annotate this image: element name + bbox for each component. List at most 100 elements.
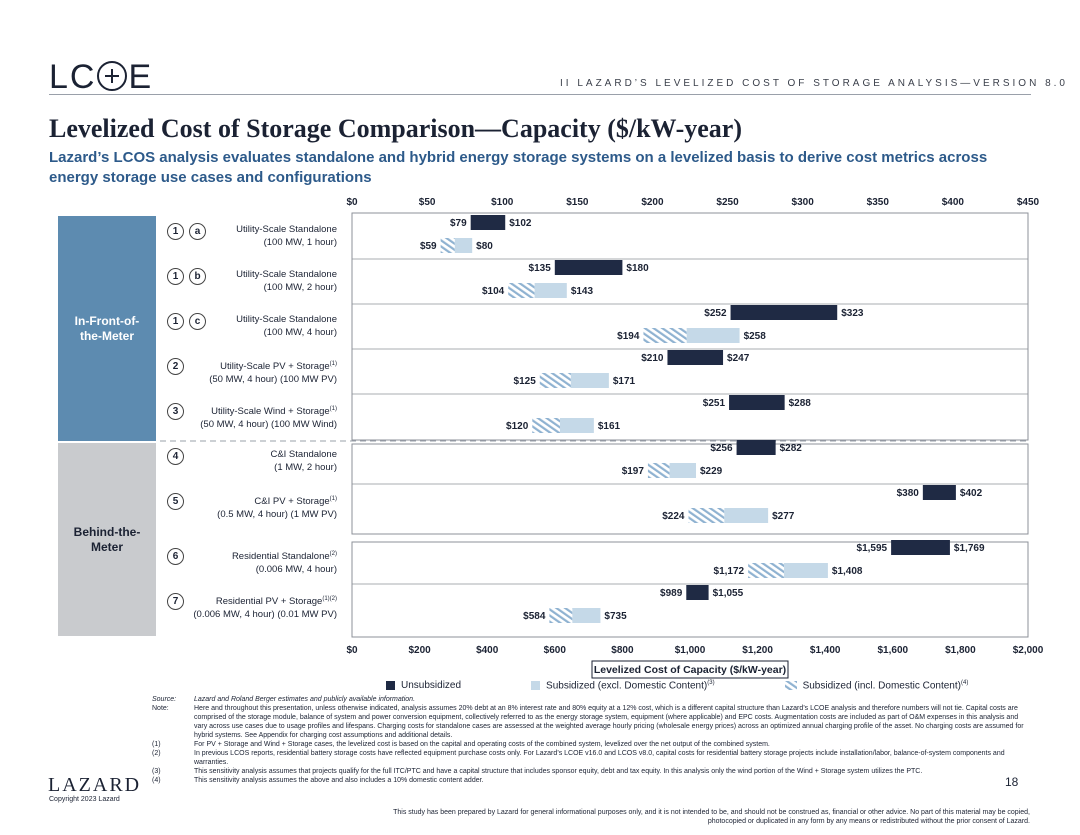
logo-plus-circle-icon xyxy=(97,61,128,92)
row-label-line1: Utility-Scale PV + Storage(1) xyxy=(220,361,337,373)
row-letter-badge: a xyxy=(189,223,206,240)
legend-swatch-hatched xyxy=(784,681,797,691)
data-label-unsubsidized-high: $1,769 xyxy=(954,543,985,554)
band-label: Behind-the-Meter xyxy=(73,524,141,554)
bottom-axis-tick-label: $1,600 xyxy=(878,645,909,656)
top-axis-tick-label: $250 xyxy=(716,197,739,208)
x-axis-title-box xyxy=(591,660,789,679)
page-title: Levelized Cost of Storage Comparison—Cap… xyxy=(49,114,742,143)
note-text: Here and throughout this presentation, u… xyxy=(194,705,1024,739)
data-label-subsidized-low: $104 xyxy=(482,286,505,297)
data-label-subsidized-low: $194 xyxy=(617,331,640,342)
bottom-axis-tick-label: $1,400 xyxy=(810,645,841,656)
subsidized-bar xyxy=(724,508,769,523)
subsidized-domestic-content-bar xyxy=(508,283,535,298)
row-label: Utility-Scale PV + Storage(1) (50 MW, 4 h… xyxy=(162,358,337,386)
footnote-key: (1) xyxy=(152,741,161,748)
band-label: In-Front-of-the-Meter xyxy=(74,313,140,343)
row-label: Residential PV + Storage(1)(2) (0.006 MW,… xyxy=(162,593,337,621)
range-bar-chart: $0 $50 $100 $150 $200 $250 $300 $350 $400 $450 $0 $… xyxy=(160,197,1044,679)
row-label-footnote-ref: (1) xyxy=(329,406,337,412)
row-label: Utility-Scale Standalone (100 MW, 2 hour) xyxy=(162,268,337,294)
data-label-subsidized-high: $1,408 xyxy=(832,566,863,577)
data-label-subsidized-low: $1,172 xyxy=(714,566,745,577)
data-label-unsubsidized-low: $135 xyxy=(529,263,552,274)
bottom-axis-tick-label: $800 xyxy=(611,645,634,656)
unsubsidized-bar xyxy=(686,585,709,600)
data-label-unsubsidized-high: $402 xyxy=(960,488,983,499)
legend-sup: (4) xyxy=(960,680,969,686)
row-label-line1: Utility-Scale Standalone xyxy=(236,269,337,280)
subsidized-bar xyxy=(559,418,594,433)
row-number-badge: 5 xyxy=(167,493,184,510)
subsidized-domestic-content-bar xyxy=(748,563,785,578)
row-label-line1: Utility-Scale Standalone xyxy=(236,224,337,235)
note-key: Note: xyxy=(152,705,169,712)
subsidized-domestic-content-bar xyxy=(643,328,687,343)
row-label: Utility-Scale Standalone (100 MW, 4 hour) xyxy=(162,313,337,339)
row-label-line1: Utility-Scale Wind + Storage(1) xyxy=(211,406,337,418)
row-label-line2: (100 MW, 2 hour) xyxy=(263,282,337,293)
data-label-unsubsidized-low: $251 xyxy=(703,398,726,409)
footnote-key: (3) xyxy=(152,768,161,775)
legend-swatch-subsidized xyxy=(531,681,541,691)
legend-item-subsidized: Subsidized (excl. Domestic Content)(3) xyxy=(531,680,715,691)
legend-sup: (3) xyxy=(707,680,715,686)
data-label-subsidized-high: $143 xyxy=(571,286,594,297)
row-number-badge: 4 xyxy=(167,448,184,465)
data-label-subsidized-low: $59 xyxy=(420,241,437,252)
data-label-subsidized-high: $161 xyxy=(598,421,621,432)
footnotes: Source: Lazard and Roland Berger estimate… xyxy=(152,695,1032,785)
page-number: 18 xyxy=(1005,775,1019,789)
data-label-subsidized-high: $735 xyxy=(604,611,627,622)
legend-label: Subsidized (incl. Domestic Content) xyxy=(802,680,961,692)
data-label-unsubsidized-high: $180 xyxy=(626,263,649,274)
row-number-badge: 3 xyxy=(167,403,184,420)
lcoe-logo: LC E xyxy=(49,58,154,96)
subsidized-bar xyxy=(454,238,473,253)
subsidized-domestic-content-bar xyxy=(647,463,670,478)
x-axis-title: Levelized Cost of Capacity ($/kW-year) xyxy=(594,664,786,676)
bottom-axis-tick-label: $1,000 xyxy=(675,645,706,656)
unsubsidized-bar xyxy=(667,350,724,365)
row-number-badge: 1 xyxy=(167,313,184,330)
bottom-axis-tick-label: $1,800 xyxy=(945,645,976,656)
data-label-unsubsidized-high: $102 xyxy=(509,218,532,229)
band-in-front-of-meter: In-Front-of-the-Meter xyxy=(58,216,156,441)
data-label-unsubsidized-high: $288 xyxy=(789,398,812,409)
row-label-footnote-ref: (1)(2) xyxy=(322,596,337,602)
top-axis-tick-label: $450 xyxy=(1017,197,1040,208)
row-letter-badge: c xyxy=(189,313,206,330)
subsidized-bar xyxy=(572,608,601,623)
row-label-line2: (0.5 MW, 4 hour) (1 MW PV) xyxy=(217,509,337,521)
row-label-line2: (1 MW, 2 hour) xyxy=(274,462,337,473)
footnote-text: In previous LCOS reports, residential ba… xyxy=(194,750,1005,766)
top-axis-tick-label: $150 xyxy=(566,197,589,208)
top-axis-tick-label: $0 xyxy=(346,197,358,208)
top-axis-tick-label: $300 xyxy=(792,197,815,208)
row-label: Residential Standalone(2) (0.006 MW, 4 ho… xyxy=(162,548,337,576)
unsubsidized-bar xyxy=(922,485,956,500)
data-label-unsubsidized-high: $323 xyxy=(841,308,864,319)
row-label-footnote-ref: (1) xyxy=(329,361,337,367)
bottom-axis-tick-label: $2,000 xyxy=(1013,645,1044,656)
data-label-unsubsidized-low: $989 xyxy=(660,588,683,599)
data-label-unsubsidized-high: $247 xyxy=(727,353,750,364)
bottom-axis-tick-label: $0 xyxy=(346,645,358,656)
disclaimer: This study has been prepared by Lazard f… xyxy=(393,809,1030,825)
data-label-subsidized-low: $197 xyxy=(622,466,645,477)
data-label-subsidized-low: $224 xyxy=(662,511,685,522)
subsidized-domestic-content-bar xyxy=(532,418,560,433)
unsubsidized-bar xyxy=(730,305,838,320)
legend-label: Subsidized (excl. Domestic Content) xyxy=(546,680,708,692)
subsidized-bar xyxy=(570,373,609,388)
bottom-axis-tick-label: $1,200 xyxy=(742,645,773,656)
data-label-subsidized-high: $229 xyxy=(700,466,723,477)
data-label-subsidized-high: $171 xyxy=(613,376,636,387)
chart-legend: Unsubsidized Subsidized (excl. Domestic … xyxy=(386,680,968,691)
footnote-key: (4) xyxy=(152,777,161,784)
row-label-line2: (0.006 MW, 4 hour) (0.01 MW PV) xyxy=(193,609,337,621)
row-label-line1: Residential PV + Storage(1)(2) xyxy=(215,596,337,608)
breadcrumb: II LAZARD’S LEVELIZED COST OF STORAGE AN… xyxy=(560,78,1068,89)
row-label: C&I PV + Storage(1) (0.5 MW, 4 hour) (1 M… xyxy=(162,493,337,521)
